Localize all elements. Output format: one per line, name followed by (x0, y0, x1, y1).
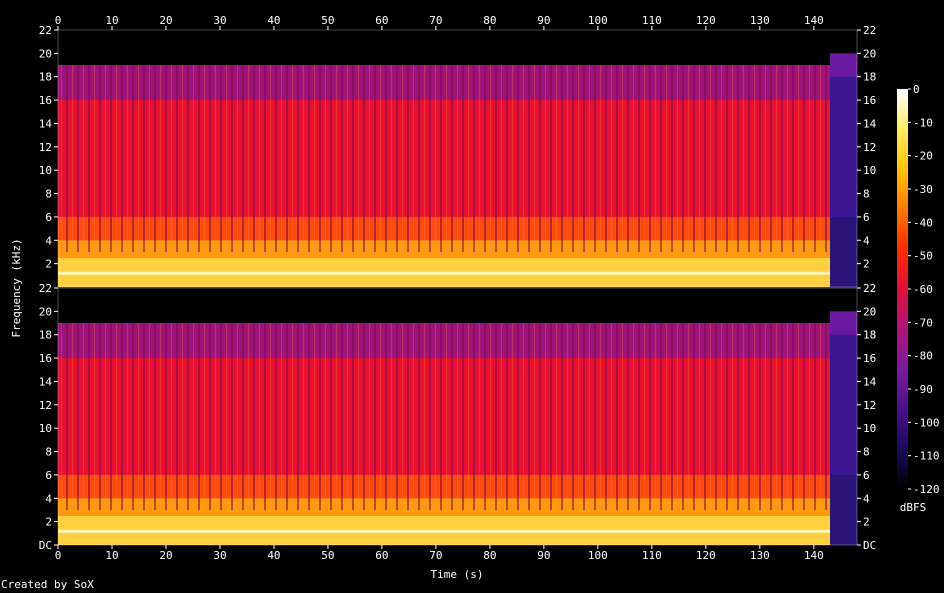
colorbar-tick-label: 0 (913, 83, 920, 96)
x-tick-label-top: 10 (105, 14, 118, 27)
x-tick-label-bottom: 80 (483, 549, 496, 562)
y-tick-label-right: 16 (863, 94, 876, 107)
y-tick-label-left: 20 (39, 47, 52, 60)
y-tick-label-left: DC (39, 539, 52, 552)
x-tick-label-top: 120 (696, 14, 716, 27)
x-tick-label-top: 0 (55, 14, 62, 27)
x-tick-label-bottom: 130 (750, 549, 770, 562)
colorbar-tick-label: -110 (913, 450, 940, 463)
x-tick-label-top: 100 (588, 14, 608, 27)
y-tick-label-left: 8 (45, 188, 52, 201)
colorbar-tick-label: -70 (913, 316, 933, 329)
x-tick-label-bottom: 10 (105, 549, 118, 562)
colorbar-tick-label: -80 (913, 350, 933, 363)
y-tick-label-left: 16 (39, 352, 52, 365)
x-tick-label-bottom: 0 (55, 549, 62, 562)
y-tick-label-right: 22 (863, 282, 876, 295)
y-tick-label-right: 14 (863, 375, 877, 388)
y-tick-label-left: 20 (39, 305, 52, 318)
x-tick-label-top: 50 (321, 14, 334, 27)
y-tick-label-right: 12 (863, 141, 876, 154)
y-tick-label-left: 16 (39, 94, 52, 107)
y-tick-label-left: 10 (39, 164, 52, 177)
x-tick-label-bottom: 30 (213, 549, 226, 562)
y-tick-label-left: 18 (39, 71, 52, 84)
y-tick-label-left: 22 (39, 282, 52, 295)
y-tick-label-right: 10 (863, 164, 876, 177)
y-tick-label-left: 12 (39, 141, 52, 154)
x-tick-label-bottom: 70 (429, 549, 442, 562)
x-tick-label-top: 80 (483, 14, 496, 27)
y-tick-label-left: 14 (39, 117, 53, 130)
colorbar-tick-label: -60 (913, 283, 933, 296)
x-tick-label-bottom: 140 (804, 549, 824, 562)
x-tick-label-top: 20 (159, 14, 172, 27)
y-tick-label-right: 4 (863, 492, 870, 505)
y-tick-label-right: 18 (863, 71, 876, 84)
colorbar-tick-label: -120 (913, 483, 940, 496)
x-tick-label-bottom: 20 (159, 549, 172, 562)
x-tick-label-bottom: 120 (696, 549, 716, 562)
colorbar-tick-label: -30 (913, 183, 933, 196)
spectrogram-channel-2 (58, 288, 857, 545)
y-tick-label-right: DC (863, 539, 876, 552)
y-tick-label-left: 8 (45, 446, 52, 459)
x-tick-label-bottom: 110 (642, 549, 662, 562)
colorbar-tick-label: -20 (913, 150, 933, 163)
colorbar-tick-label: -10 (913, 116, 933, 129)
y-axis-label: Frequency (kHz) (10, 238, 23, 337)
y-tick-label-right: 22 (863, 24, 876, 37)
x-tick-label-top: 130 (750, 14, 770, 27)
colorbar-label: dBFS (900, 501, 927, 514)
y-tick-label-right: 6 (863, 211, 870, 224)
y-tick-label-left: 14 (39, 375, 53, 388)
y-tick-label-right: 12 (863, 399, 876, 412)
y-tick-label-left: 6 (45, 211, 52, 224)
x-tick-label-top: 110 (642, 14, 662, 27)
colorbar-tick-label: -100 (913, 416, 940, 429)
y-tick-label-left: 4 (45, 234, 52, 247)
colorbar-tick-label: -40 (913, 216, 933, 229)
x-tick-label-top: 30 (213, 14, 226, 27)
x-tick-label-top: 140 (804, 14, 824, 27)
y-tick-label-right: 8 (863, 188, 870, 201)
y-tick-label-left: 4 (45, 492, 52, 505)
x-tick-label-bottom: 100 (588, 549, 608, 562)
y-tick-label-right: 18 (863, 329, 876, 342)
y-tick-label-right: 4 (863, 234, 870, 247)
y-tick-label-right: 20 (863, 305, 876, 318)
x-axis-label: Time (s) (431, 568, 484, 581)
y-tick-label-right: 16 (863, 352, 876, 365)
x-tick-label-top: 70 (429, 14, 442, 27)
y-tick-label-right: 8 (863, 446, 870, 459)
y-tick-label-left: 22 (39, 24, 52, 37)
x-tick-label-bottom: 50 (321, 549, 334, 562)
y-tick-label-left: 10 (39, 422, 52, 435)
y-tick-label-right: 20 (863, 47, 876, 60)
y-tick-label-right: 10 (863, 422, 876, 435)
y-tick-label-left: 18 (39, 329, 52, 342)
y-tick-label-right: 14 (863, 117, 877, 130)
y-tick-label-right: 2 (863, 516, 870, 529)
x-tick-label-top: 60 (375, 14, 388, 27)
x-tick-label-bottom: 90 (537, 549, 550, 562)
y-tick-label-left: 2 (45, 258, 52, 271)
footer-credit: Created by SoX (1, 578, 94, 591)
spectrogram-channel-1 (58, 30, 857, 288)
colorbar-scale (897, 89, 908, 489)
x-tick-label-top: 40 (267, 14, 280, 27)
y-tick-label-right: 2 (863, 258, 870, 271)
y-tick-label-left: 12 (39, 399, 52, 412)
y-tick-label-right: 6 (863, 469, 870, 482)
y-tick-label-left: 2 (45, 516, 52, 529)
colorbar-tick-label: -50 (913, 250, 933, 263)
x-tick-label-top: 90 (537, 14, 550, 27)
x-tick-label-bottom: 40 (267, 549, 280, 562)
x-tick-label-bottom: 60 (375, 549, 388, 562)
y-tick-label-left: 6 (45, 469, 52, 482)
colorbar-tick-label: -90 (913, 383, 933, 396)
